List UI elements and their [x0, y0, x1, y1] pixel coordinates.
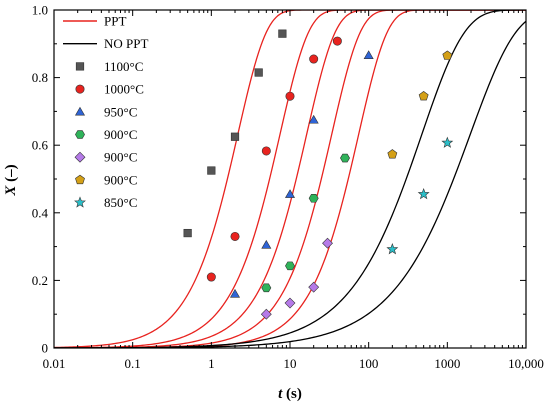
data-point-hexagon	[285, 261, 295, 271]
x-tick-label: 0.1	[125, 356, 141, 371]
y-axis-title: X (–)	[3, 164, 19, 196]
data-point-square	[183, 228, 192, 238]
data-point-hexagon	[308, 193, 319, 203]
legend-label: 900°C	[104, 172, 137, 187]
data-point-square	[254, 68, 263, 77]
data-point-circle	[206, 272, 216, 282]
legend-label: 1000°C	[104, 82, 144, 97]
x-tick-label: 0.01	[43, 356, 66, 371]
legend-label: 850°C	[104, 195, 137, 210]
x-tick-label: 10,000	[508, 356, 544, 371]
data-point-square	[207, 166, 216, 175]
x-axis-title: t (s)	[278, 386, 302, 402]
legend-marker-circle	[75, 84, 85, 94]
y-axis-unit: (–)	[3, 164, 19, 185]
legend-label: PPT	[104, 14, 126, 29]
legend-marker-star	[74, 196, 86, 208]
legend-label: NO PPT	[104, 36, 148, 51]
data-point-circle	[230, 231, 240, 241]
data-point-star	[441, 136, 454, 148]
data-point-diamond	[308, 281, 320, 293]
legend-marker-diamond	[74, 151, 86, 163]
data-point-triangle	[284, 189, 296, 198]
x-tick-label: 1000	[434, 356, 460, 371]
data-point-diamond	[260, 308, 272, 320]
x-axis-unit: (s)	[282, 386, 302, 402]
data-point-diamond	[322, 237, 333, 249]
legend-label: 950°C	[104, 104, 137, 119]
x-tick-label: 1	[208, 356, 215, 371]
y-tick-label: 0.2	[32, 273, 48, 288]
data-point-pentagon	[387, 149, 398, 159]
x-axis: 0.01 0.1 1 10 100 1000 10,000	[43, 10, 544, 371]
data-point-hexagon	[261, 283, 272, 293]
legend-label: 900°C	[104, 150, 137, 165]
y-axis: 0 0.2 0.4 0.6 0.8 1.0	[32, 3, 526, 356]
legend-marker-triangle	[74, 106, 86, 116]
data-point-square	[230, 132, 240, 141]
y-tick-label: 0.4	[32, 205, 49, 220]
data-point-hexagon	[340, 153, 350, 163]
data-point-star	[386, 243, 399, 255]
legend-marker-pentagon	[75, 174, 85, 185]
legend-label: 900°C	[104, 127, 137, 142]
legend-label: 1100°C	[104, 59, 143, 74]
data-point-star	[417, 187, 430, 200]
data-point-circle	[261, 146, 271, 156]
y-tick-label: 1.0	[32, 3, 48, 18]
data-point-triangle	[261, 239, 272, 249]
data-point-diamond	[284, 297, 296, 309]
legend: PPT NO PPT 1100°C 1000°C 950°C 900°C 900°C 900°…	[63, 14, 148, 210]
data-point-triangle	[229, 288, 241, 298]
data-point-pentagon	[418, 91, 429, 101]
data-points	[183, 29, 454, 320]
legend-marker-square	[75, 62, 85, 71]
y-tick-label: 0.8	[32, 70, 48, 85]
x-tick-label: 10	[284, 356, 297, 371]
y-tick-label: 0	[42, 341, 49, 356]
data-point-triangle	[363, 50, 374, 59]
data-point-circle	[285, 91, 295, 101]
data-point-pentagon	[442, 50, 453, 60]
data-point-square	[278, 29, 287, 38]
data-point-circle	[309, 54, 319, 64]
x-axis-variable: t	[278, 386, 283, 402]
x-tick-label: 100	[359, 356, 379, 371]
data-point-circle	[332, 36, 342, 46]
y-axis-variable: X	[3, 185, 19, 197]
y-tick-label: 0.6	[32, 138, 49, 153]
data-point-triangle	[308, 114, 319, 124]
legend-marker-hexagon	[75, 130, 85, 139]
